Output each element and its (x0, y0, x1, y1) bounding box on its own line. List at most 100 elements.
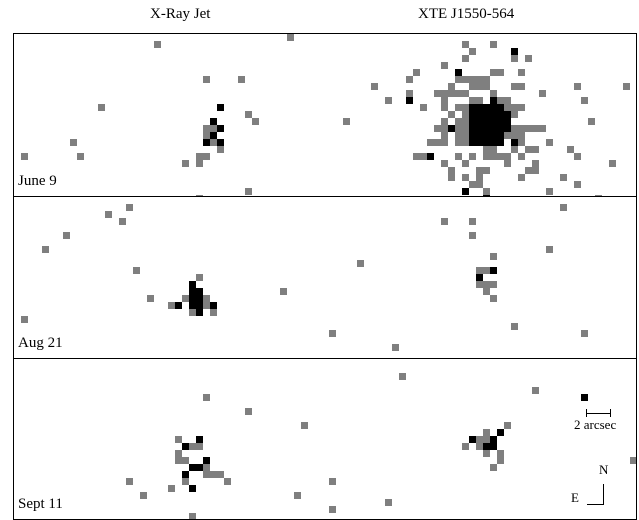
count-pixel (525, 55, 532, 62)
count-pixel (476, 139, 483, 146)
count-pixel (196, 436, 203, 443)
count-pixel (490, 132, 497, 139)
count-pixel (98, 104, 105, 111)
count-pixel (469, 139, 476, 146)
count-pixel (147, 295, 154, 302)
count-pixel (490, 146, 497, 153)
count-pixel (329, 478, 336, 485)
jet-column-header: X-Ray Jet (150, 6, 211, 22)
north-arrow (603, 484, 604, 504)
count-pixel (441, 118, 448, 125)
count-pixel (560, 174, 567, 181)
count-pixel (490, 295, 497, 302)
count-pixel (469, 436, 476, 443)
count-pixel (483, 111, 490, 118)
count-pixel (469, 132, 476, 139)
count-pixel (546, 188, 553, 195)
count-pixel (490, 97, 497, 104)
count-pixel (210, 139, 217, 146)
count-pixel (455, 69, 462, 76)
count-pixel (203, 132, 210, 139)
count-pixel (483, 125, 490, 132)
count-pixel (182, 160, 189, 167)
count-pixel (518, 174, 525, 181)
count-pixel (203, 394, 210, 401)
count-pixel (511, 111, 518, 118)
north-label: N (599, 462, 609, 477)
count-pixel (511, 55, 518, 62)
count-pixel (217, 146, 224, 153)
count-pixel (504, 160, 511, 167)
count-pixel (406, 76, 413, 83)
count-pixel (441, 97, 448, 104)
count-pixel (217, 139, 224, 146)
count-pixel (182, 478, 189, 485)
count-pixel (441, 160, 448, 167)
count-pixel (518, 153, 525, 160)
count-pixel (476, 83, 483, 90)
count-pixel (497, 153, 504, 160)
count-pixel (525, 125, 532, 132)
count-pixel (70, 139, 77, 146)
count-pixel (455, 118, 462, 125)
count-pixel (371, 83, 378, 90)
count-pixel (518, 132, 525, 139)
count-pixel (476, 267, 483, 274)
count-pixel (196, 443, 203, 450)
count-pixel (448, 174, 455, 181)
count-pixel (469, 125, 476, 132)
scale-tick (610, 409, 611, 417)
count-pixel (189, 295, 196, 302)
count-pixel (196, 153, 203, 160)
count-pixel (434, 125, 441, 132)
count-pixel (462, 118, 469, 125)
count-pixel (189, 309, 196, 316)
count-pixel (497, 450, 504, 457)
count-pixel (490, 267, 497, 274)
count-pixel (504, 111, 511, 118)
count-pixel (511, 132, 518, 139)
count-pixel (175, 457, 182, 464)
count-pixel (497, 429, 504, 436)
count-pixel (483, 443, 490, 450)
count-pixel (574, 83, 581, 90)
count-pixel (329, 330, 336, 337)
source-column-header: XTE J1550-564 (418, 6, 515, 22)
count-pixel (462, 188, 469, 195)
count-pixel (490, 104, 497, 111)
count-pixel (203, 457, 210, 464)
count-pixel (546, 139, 553, 146)
count-pixel (245, 188, 252, 195)
count-pixel (189, 485, 196, 492)
count-pixel (448, 167, 455, 174)
count-pixel (476, 118, 483, 125)
count-pixel (609, 160, 616, 167)
count-pixel (420, 153, 427, 160)
count-pixel (630, 457, 636, 464)
count-pixel (385, 499, 392, 506)
count-pixel (490, 153, 497, 160)
count-pixel (196, 288, 203, 295)
count-pixel (140, 492, 147, 499)
count-pixel (217, 125, 224, 132)
count-pixel (483, 288, 490, 295)
count-pixel (504, 132, 511, 139)
count-pixel (399, 373, 406, 380)
count-pixel (497, 104, 504, 111)
count-pixel (238, 76, 245, 83)
count-pixel (490, 443, 497, 450)
count-pixel (441, 104, 448, 111)
count-pixel (175, 436, 182, 443)
count-pixel (196, 464, 203, 471)
count-pixel (511, 146, 518, 153)
count-pixel (546, 246, 553, 253)
count-pixel (539, 90, 546, 97)
count-pixel (490, 464, 497, 471)
count-pixel (455, 76, 462, 83)
count-pixel (483, 450, 490, 457)
count-pixel (441, 139, 448, 146)
count-pixel (504, 153, 511, 160)
count-pixel (189, 464, 196, 471)
count-pixel (490, 253, 497, 260)
image-panel-september: Sept 11 2 arcsec N E (13, 358, 637, 520)
